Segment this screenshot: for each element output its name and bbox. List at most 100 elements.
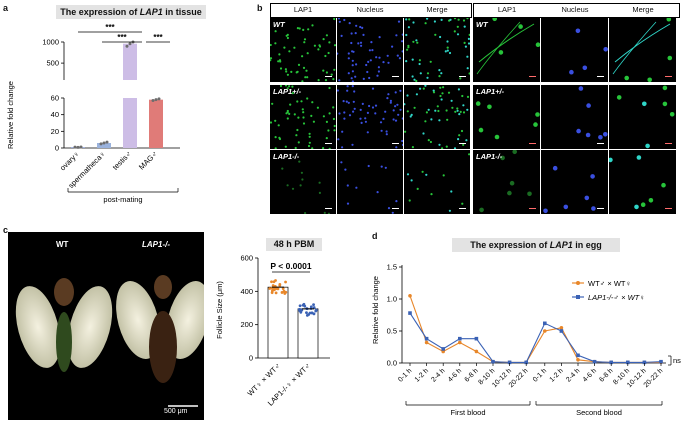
col-lap1-right: LAP1	[497, 5, 517, 14]
series-point	[441, 347, 445, 351]
xtick-label: 0-1 h	[397, 367, 413, 383]
pvalue: P < 0.0001	[270, 261, 311, 271]
data-point	[270, 289, 274, 293]
micro-row-label: WT	[273, 20, 285, 29]
ytick-label: 40	[51, 110, 59, 119]
panel-b-label: b	[257, 3, 263, 13]
ytick-label: 1000	[42, 38, 59, 47]
photo-scale-label: 500 μm	[164, 408, 188, 415]
panel-b-header-right	[473, 3, 680, 18]
scale-bar	[597, 76, 604, 77]
scale-bar	[392, 76, 399, 77]
data-point	[312, 303, 315, 307]
series-point	[642, 360, 647, 365]
micro-cell-nucleus	[337, 18, 403, 82]
micro-cell-merge	[404, 18, 470, 82]
scale-bar	[459, 76, 466, 77]
panel-a-chart: Relative fold change 0 20 40 60 500 1000 ovar…	[6, 23, 180, 204]
panel-c-ylabel: Follicle Size (μm)	[215, 281, 224, 339]
data-point	[298, 304, 302, 308]
series-point	[543, 329, 547, 333]
series-point	[543, 321, 547, 326]
data-point	[314, 309, 318, 313]
replicate-point	[102, 141, 106, 145]
micro-cell-nucleus	[337, 150, 403, 214]
scale-bar	[529, 208, 536, 209]
micro-cell-nucleus	[337, 85, 403, 149]
data-point	[310, 311, 314, 315]
panel-a-title: The expression of LAP1 in tissue	[56, 5, 206, 19]
data-point	[281, 287, 285, 291]
panel-d-ylabel: Relative fold change	[371, 276, 380, 344]
ovary-photo: WT LAP1-/- 500 μm	[8, 232, 204, 420]
group-post-mating: post-mating	[103, 195, 142, 204]
legend-ko: LAP1-/-♂ × WT♀	[588, 293, 645, 302]
legend-marker-ko	[576, 295, 580, 299]
micro-cell-lap1: WT	[270, 18, 336, 82]
panel-d-title: The expression of LAP1 in egg	[452, 238, 620, 252]
scale-bar	[392, 143, 399, 144]
micro-cell-lap1: LAP1+/-	[473, 85, 540, 149]
series-point	[559, 326, 564, 330]
ytick-label: 20	[51, 127, 59, 136]
ytick-label: 0.5	[387, 327, 397, 336]
series-point	[408, 311, 412, 315]
micro-cell-merge	[609, 150, 676, 214]
replicate-point	[76, 145, 80, 149]
xtick-label: 4-6 h	[582, 367, 598, 383]
data-point	[282, 289, 286, 293]
ytick-label: 0.0	[387, 359, 397, 368]
data-point	[274, 291, 278, 295]
xtick-label: MAG♂	[137, 149, 159, 171]
series-line	[409, 295, 661, 363]
scale-bar	[529, 143, 536, 144]
scale-bar	[325, 208, 332, 209]
micro-cell-lap1: WT	[473, 18, 540, 82]
ytick-label: 500	[46, 59, 59, 68]
sig-3: ***	[153, 33, 163, 42]
panel-c-label: c	[3, 225, 9, 235]
data-point	[284, 280, 287, 284]
micro-row-label: LAP1+/-	[476, 87, 505, 96]
data-point	[309, 305, 313, 309]
xtick-label: 4-6 h	[447, 367, 463, 383]
replicate-point	[154, 98, 158, 102]
bar	[97, 143, 111, 148]
ytick-label: 0	[55, 144, 59, 153]
micro-row-label: WT	[476, 20, 488, 29]
series-line	[409, 312, 662, 363]
scale-bar	[459, 143, 466, 144]
ytick-label: 1.0	[387, 295, 397, 304]
xtick-label: 2-4 h	[430, 367, 446, 383]
photo-label-ko: LAP1-/-	[142, 240, 170, 249]
scale-bar	[529, 76, 536, 77]
data-point	[278, 284, 282, 287]
xtick-label: testis♂	[111, 149, 134, 172]
series-point	[524, 360, 528, 365]
series-point	[609, 360, 613, 365]
xtick-label: ovary♀	[58, 149, 81, 172]
series-point	[458, 340, 462, 345]
panel-d-lines	[408, 294, 663, 365]
series-point	[424, 340, 429, 345]
data-point	[270, 280, 273, 284]
xtick-label: 1-2 h	[414, 367, 430, 383]
data-point	[305, 311, 308, 315]
scale-bar	[597, 143, 604, 144]
micro-row-label: LAP1-/-	[273, 152, 300, 161]
ytick-label: 60	[51, 94, 59, 103]
micro-row-label: LAP1-/-	[476, 152, 503, 161]
legend-marker-wt	[576, 281, 580, 285]
scale-bar	[392, 208, 399, 209]
series-point	[424, 336, 429, 341]
micro-cell-merge	[404, 85, 470, 149]
data-point	[305, 313, 309, 317]
replicate-point	[105, 140, 109, 144]
panel-c-xlabels: WT♀ × WT♂LAP1-/-♀ × WT♂	[246, 361, 313, 408]
legend: WT♂ × WT♀ LAP1-/-♂ × WT♀	[572, 279, 645, 302]
scale-bar	[459, 208, 466, 209]
data-point	[268, 287, 272, 290]
bar-upper	[123, 43, 137, 80]
xtick-label: 0-1 h	[532, 367, 548, 383]
